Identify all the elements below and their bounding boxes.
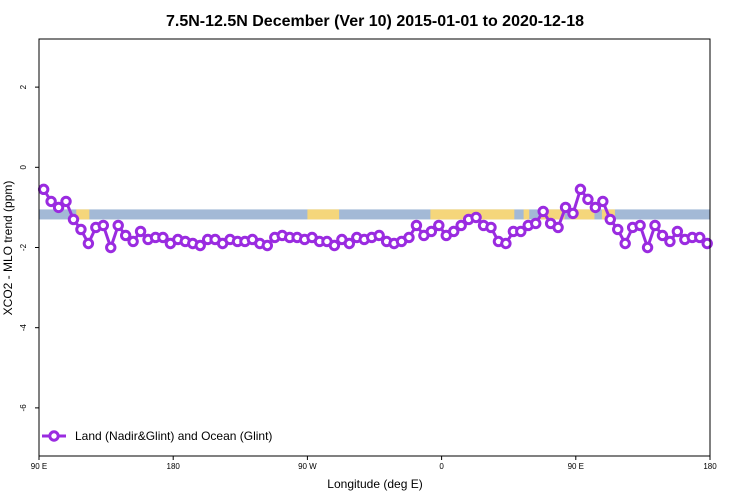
series-point-layer: [37, 183, 713, 254]
y-tick-label: -6: [19, 404, 28, 412]
data-point: [328, 239, 341, 252]
data-point: [82, 237, 95, 250]
x-tick-label: 90 E: [31, 462, 47, 471]
data-point: [67, 213, 80, 226]
data-point: [649, 219, 661, 232]
y-tick-label: 2: [19, 84, 28, 89]
data-point: [537, 205, 549, 218]
data-point: [134, 225, 147, 238]
data-point: [694, 231, 706, 244]
land-segment: [307, 209, 340, 220]
data-point: [157, 231, 169, 244]
data-point: [701, 237, 713, 250]
x-axis-ticks: 90 E 180 90 W 0 90 E 180: [31, 456, 717, 471]
x-axis-label: Longitude (deg E): [327, 477, 422, 491]
y-tick-label: -4: [19, 324, 28, 332]
data-point: [589, 201, 602, 214]
data-point: [619, 237, 631, 250]
data-point: [97, 219, 110, 232]
x-tick-label: 180: [703, 462, 717, 471]
legend: Land (Nadir&Glint) and Ocean (Glint): [42, 429, 272, 443]
y-tick-label: -2: [19, 243, 28, 251]
data-point: [45, 195, 57, 208]
data-point: [75, 223, 87, 236]
data-point: [582, 193, 594, 206]
land-segment: [523, 209, 530, 220]
data-point: [559, 201, 572, 214]
data-point: [37, 183, 50, 196]
data-point: [604, 213, 616, 226]
y-axis-label: XCO2 - MLO trend (ppm): [1, 181, 15, 316]
land-segment: [540, 209, 565, 220]
legend-label: Land (Nadir&Glint) and Ocean (Glint): [75, 429, 272, 443]
data-point: [448, 225, 460, 238]
data-point: [500, 237, 512, 250]
land-segment: [570, 209, 595, 220]
data-point: [433, 219, 445, 232]
data-point: [60, 195, 72, 208]
ocean-band: [39, 209, 710, 220]
data-point: [119, 229, 132, 242]
land-segment: [76, 209, 90, 220]
data-point: [261, 239, 274, 252]
legend-marker: [48, 430, 60, 442]
x-tick-label: 180: [167, 462, 181, 471]
data-point: [656, 229, 669, 242]
data-point: [515, 225, 527, 238]
data-point: [52, 201, 65, 214]
data-point: [425, 225, 438, 238]
data-point: [410, 219, 423, 232]
y-tick-label: 0: [19, 165, 28, 170]
data-point: [634, 219, 646, 232]
data-point: [112, 219, 124, 232]
data-point: [403, 231, 415, 244]
data-point: [530, 217, 542, 230]
data-point: [485, 221, 497, 234]
data-point: [567, 207, 579, 220]
data-point: [641, 241, 654, 254]
x-tick-label: 90 W: [298, 462, 317, 471]
data-point: [455, 219, 467, 232]
data-point: [664, 235, 676, 248]
y-axis-ticks: 2 0 -2 -4 -6: [19, 84, 39, 411]
x-tick-label: 90 E: [568, 462, 584, 471]
data-point: [671, 225, 684, 238]
data-point: [127, 235, 139, 248]
x-tick-label: 0: [439, 462, 444, 471]
data-point: [194, 239, 206, 252]
data-point: [470, 211, 482, 224]
data-point: [597, 195, 609, 208]
data-point: [343, 237, 356, 250]
data-point: [612, 223, 624, 236]
data-point: [552, 221, 564, 234]
chart-title: 7.5N-12.5N December (Ver 10) 2015-01-01 …: [166, 13, 584, 30]
data-point: [373, 229, 385, 242]
plot-frame: [38, 38, 711, 457]
data-point: [574, 183, 587, 196]
data-point: [105, 241, 117, 254]
